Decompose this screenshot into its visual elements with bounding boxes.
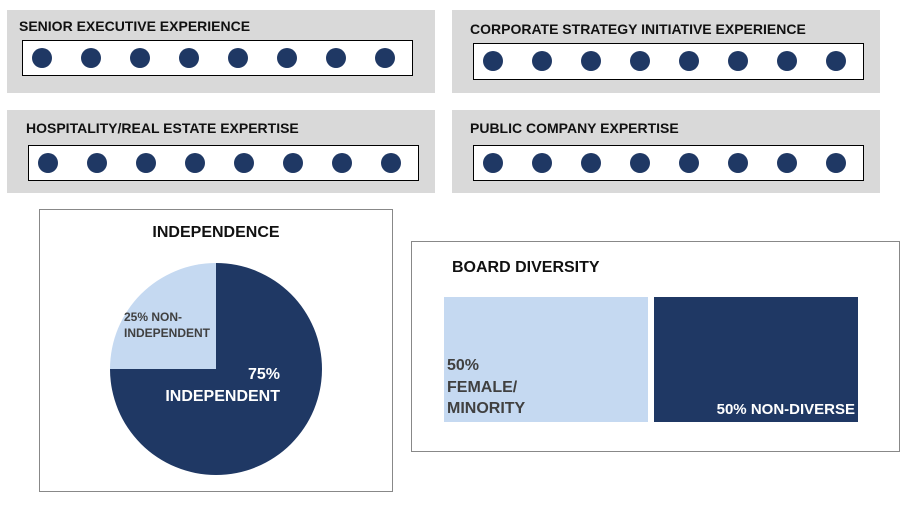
pie-slice (110, 263, 216, 369)
rating-dot (228, 48, 248, 68)
independent-label: 75% INDEPENDENT (160, 364, 280, 407)
skill-panel-hospitality: HOSPITALITY/REAL ESTATE EXPERTISE (7, 110, 435, 193)
rating-dot (283, 153, 303, 173)
label-line: 25% NON- (124, 310, 183, 324)
rating-dot (532, 51, 552, 71)
board-diversity-chart: BOARD DIVERSITY 50% FEMALE/ MINORITY 50%… (411, 241, 900, 452)
rating-dot (679, 153, 699, 173)
rating-dot (38, 153, 58, 173)
dot-box (473, 43, 864, 80)
skill-panel-corporate-strategy: CORPORATE STRATEGY INITIATIVE EXPERIENCE (452, 10, 880, 93)
rating-dot (728, 153, 748, 173)
bar-female-minority: 50% FEMALE/ MINORITY (444, 297, 648, 422)
rating-dot (581, 153, 601, 173)
rating-dot (630, 51, 650, 71)
skill-title: HOSPITALITY/REAL ESTATE EXPERTISE (26, 120, 299, 136)
independence-chart: INDEPENDENCE 25% NON- INDEPENDENT 75% IN… (39, 209, 393, 492)
label-line: MINORITY (447, 400, 526, 418)
rating-dot (185, 153, 205, 173)
label-line: 50% (447, 357, 480, 375)
rating-dot (136, 153, 156, 173)
skill-title: PUBLIC COMPANY EXPERTISE (470, 120, 679, 136)
dot-box (473, 145, 864, 181)
skill-panel-senior-executive: SENIOR EXECUTIVE EXPERIENCE (7, 10, 435, 93)
rating-dot (326, 48, 346, 68)
rating-dot (532, 153, 552, 173)
label-line: INDEPENDENT (124, 326, 211, 341)
rating-dot (179, 48, 199, 68)
label-line: FEMALE/ (447, 378, 518, 396)
rating-dot (277, 48, 297, 68)
rating-dot (130, 48, 150, 68)
rating-dot (32, 48, 52, 68)
rating-dot (483, 51, 503, 71)
rating-dot (826, 153, 846, 173)
rating-dot (234, 153, 254, 173)
rating-dot (381, 153, 401, 173)
rating-dot (483, 153, 503, 173)
rating-dot (777, 153, 797, 173)
non-independent-label: 25% NON- INDEPENDENT (124, 309, 210, 341)
rating-dot (81, 48, 101, 68)
rating-dot (728, 51, 748, 71)
skill-panel-public-company: PUBLIC COMPANY EXPERTISE (452, 110, 880, 193)
skill-title: SENIOR EXECUTIVE EXPERIENCE (19, 18, 251, 34)
rating-dot (332, 153, 352, 173)
chart-title: INDEPENDENCE (152, 224, 280, 241)
chart-title: BOARD DIVERSITY (452, 259, 600, 276)
bar-non-diverse: 50% NON-DIVERSE (654, 297, 858, 422)
label-line: 75% (247, 366, 280, 383)
pie-chart (110, 263, 322, 475)
bar-label: 50% NON-DIVERSE (716, 400, 855, 418)
bar-label: 50% FEMALE/ MINORITY (447, 355, 525, 420)
rating-dot (87, 153, 107, 173)
rating-dot (630, 153, 650, 173)
rating-dot (777, 51, 797, 71)
rating-dot (679, 51, 699, 71)
skill-title: CORPORATE STRATEGY INITIATIVE EXPERIENCE (470, 21, 806, 37)
dot-box (22, 40, 413, 76)
label-line: INDEPENDENT (165, 387, 280, 405)
rating-dot (375, 48, 395, 68)
rating-dot (581, 51, 601, 71)
rating-dot (826, 51, 846, 71)
dot-box (28, 145, 419, 181)
